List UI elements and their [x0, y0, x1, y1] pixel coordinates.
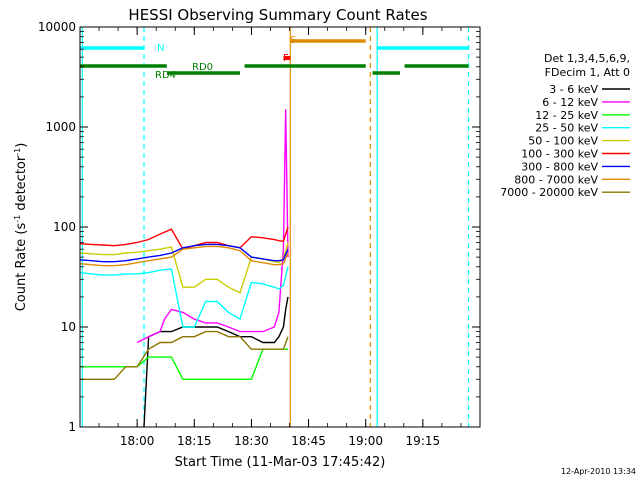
x-tick-label: 18:00 — [120, 434, 155, 448]
series-line-25-50-kev — [79, 266, 289, 328]
x-tick-label: 19:00 — [348, 434, 383, 448]
x-axis-label: Start Time (11-Mar-03 17:45:42) — [175, 455, 386, 470]
legend-label-25-50-kev: 25 - 50 keV — [535, 122, 598, 135]
x-tick-label: 18:30 — [234, 434, 269, 448]
series-line-7000-20000-kev — [80, 330, 289, 380]
legend-label-300-800-kev: 300 - 800 keV — [521, 160, 598, 173]
legend-label-12-25-kev: 12 - 25 keV — [535, 109, 598, 122]
y-tick-label: 10 — [61, 320, 76, 334]
y-tick-label: 1000 — [45, 120, 76, 134]
segment-label-n: N — [157, 43, 164, 54]
legend-header-line1: Det 1,3,4,5,6,9, — [544, 52, 630, 65]
y-axis: 1 10 100 1000 10000 — [38, 20, 480, 434]
y-axis-label-sup1: -1 — [13, 215, 22, 223]
legend-label-800-7000-kev: 800 - 7000 keV — [514, 173, 598, 186]
legend-header-line2: FDecim 1, Att 0 — [545, 66, 630, 79]
legend: Det 1,3,4,5,6,9, FDecim 1, Att 0 3 - 6 k… — [500, 52, 630, 199]
x-axis: 18:00 18:15 18:30 18:45 19:00 19:15 — [79, 27, 481, 448]
y-axis-label: Count Rate (s-1 detector-1) — [13, 143, 29, 312]
plot-area: N SF RD0 RD4 — [79, 27, 470, 428]
x-tick-label: 18:15 — [177, 434, 212, 448]
y-tick-label: 1 — [68, 420, 76, 434]
series-line-800-7000-kev — [79, 245, 289, 267]
legend-label-50-100-kev: 50 - 100 keV — [528, 135, 598, 148]
series-line-300-800-kev — [79, 243, 289, 263]
footer-date: 12-Apr-2010 13:34 — [561, 467, 636, 476]
legend-label-100-300-kev: 100 - 300 keV — [521, 148, 598, 161]
segment-label-rd4: RD4 — [155, 70, 176, 81]
x-tick-label: 18:45 — [291, 434, 326, 448]
chart-title: HESSI Observing Summary Count Rates — [128, 6, 427, 24]
y-tick-label: 100 — [53, 220, 76, 234]
segment-label-s: S — [290, 35, 296, 46]
y-axis-label-mid: detector — [14, 155, 29, 215]
legend-label-7000-20000-kev: 7000 - 20000 keV — [500, 186, 598, 199]
series-line-6-12-kev — [136, 109, 289, 344]
legend-label-6-12-kev: 6 - 12 keV — [542, 96, 598, 109]
x-tick-label: 19:15 — [406, 434, 441, 448]
y-axis-label-sup2: -1 — [13, 148, 22, 156]
y-axis-label-prefix: Count Rate (s — [14, 223, 29, 312]
y-tick-label: 10000 — [38, 20, 76, 34]
legend-label-3-6-kev: 3 - 6 keV — [549, 83, 598, 96]
segment-label-rd0: RD0 — [192, 62, 213, 73]
y-axis-label-suffix: ) — [14, 143, 29, 148]
segment-label-f: F — [283, 53, 289, 64]
series-line-3-6-kev — [143, 296, 289, 428]
